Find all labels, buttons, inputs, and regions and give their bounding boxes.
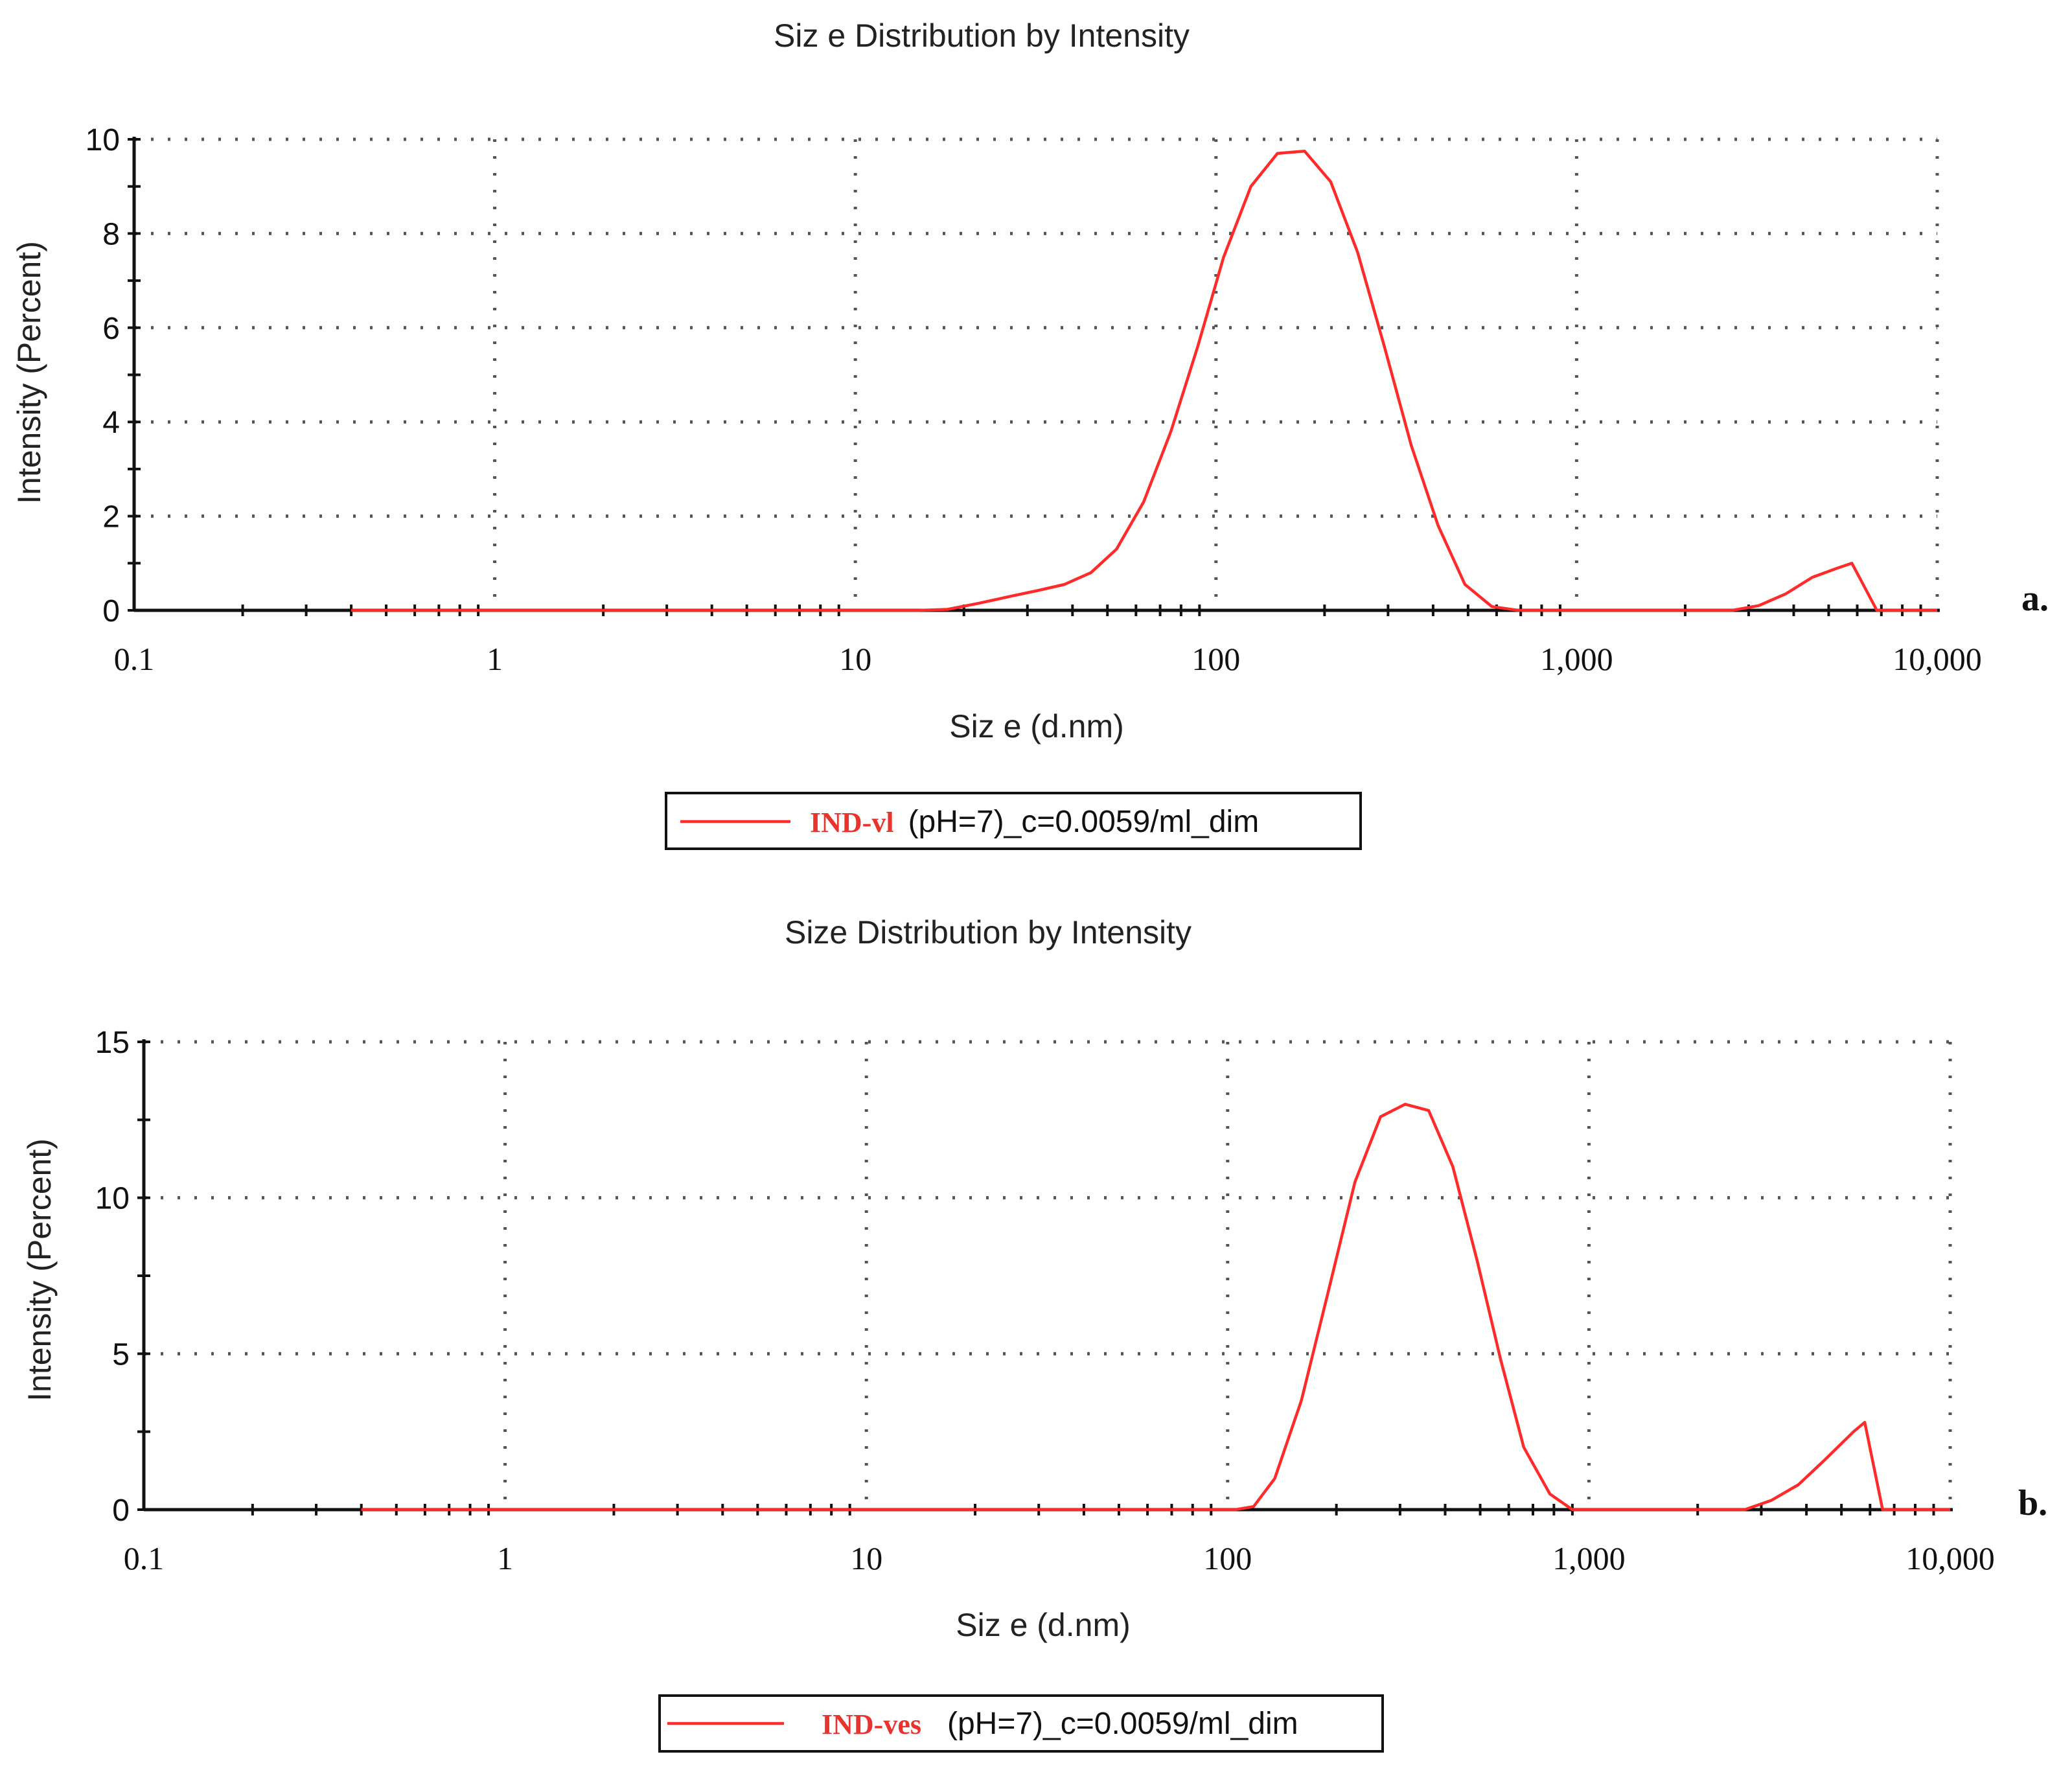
plot-area [142, 1039, 1953, 1512]
x-tick-labels: 0.1 1 10 100 1,000 10,000 [124, 1540, 1995, 1576]
grid [134, 137, 1939, 610]
legend-series-name: IND-ves [822, 1709, 921, 1740]
series-line [351, 149, 1937, 612]
y-tick-labels: 0 5 10 15 [95, 1026, 130, 1528]
x-tick-label: 10 [850, 1540, 882, 1576]
x-tick-label: 100 [1203, 1540, 1252, 1576]
x-tick-label: 0.1 [124, 1540, 165, 1576]
y-axis-label: Intensity (Percent) [21, 1138, 58, 1401]
x-tick-label: 1 [497, 1540, 513, 1576]
y-tick-label: 6 [102, 312, 120, 346]
legend: IND-ves (pH=7)_c=0.0059/ml_dim [658, 1694, 1384, 1753]
legend-series-detail: (pH=7)_c=0.0059/ml_dim [947, 1707, 1298, 1741]
series-line [361, 1103, 1950, 1512]
y-tick-label: 5 [112, 1337, 130, 1372]
x-axis-label: Siz e (d.nm) [956, 1607, 1131, 1643]
x-tick-label: 1,000 [1540, 641, 1613, 677]
y-tick-label: 8 [102, 217, 120, 251]
legend-series-name: IND-vl [810, 807, 894, 838]
y-axis-label: Intensity (Percent) [11, 241, 47, 504]
chart-panel-b: Size Distribution by Intensity 0.1 1 10 100… [21, 914, 2047, 1753]
legend-label: IND-ves (pH=7)_c=0.0059/ml_dim [822, 1707, 1298, 1741]
minor-ticks [137, 1041, 1935, 1515]
x-axis-label: Siz e (d.nm) [949, 708, 1124, 744]
minor-ticks [128, 138, 1922, 616]
plot-area [132, 137, 1940, 612]
grid [144, 1040, 1952, 1510]
x-tick-label: 10 [839, 641, 871, 677]
x-tick-label: 1 [487, 641, 503, 677]
y-tick-label: 10 [95, 1182, 130, 1216]
legend-label: IND-vl (pH=7)_c=0.0059/ml_dim [810, 805, 1259, 839]
legend-series-detail: (pH=7)_c=0.0059/ml_dim [908, 805, 1260, 839]
chart-title: Siz e Distribution by Intensity [774, 17, 1190, 54]
x-tick-labels: 0.1 1 10 100 1,000 10,000 [114, 641, 1982, 677]
x-tick-label: 1,000 [1552, 1540, 1626, 1576]
panel-label: b. [2018, 1483, 2047, 1523]
y-tick-label: 0 [112, 1493, 130, 1528]
y-tick-labels: 0 2 4 6 8 10 [86, 123, 120, 628]
chart-title: Size Distribution by Intensity [785, 914, 1191, 950]
y-tick-label: 2 [102, 500, 120, 535]
chart-panel-a: Siz e Distribution by Intensity 0.1 1 10 10… [11, 17, 2049, 850]
y-tick-label: 0 [102, 594, 120, 628]
panel-label: a. [2021, 579, 2049, 619]
x-tick-label: 10,000 [1893, 641, 1982, 677]
y-tick-label: 15 [95, 1026, 130, 1060]
x-tick-label: 10,000 [1905, 1540, 1995, 1576]
x-tick-label: 0.1 [114, 641, 155, 677]
y-tick-label: 4 [102, 406, 120, 440]
y-tick-label: 10 [86, 123, 120, 157]
legend: IND-vl (pH=7)_c=0.0059/ml_dim [665, 792, 1362, 850]
x-tick-label: 100 [1191, 641, 1240, 677]
